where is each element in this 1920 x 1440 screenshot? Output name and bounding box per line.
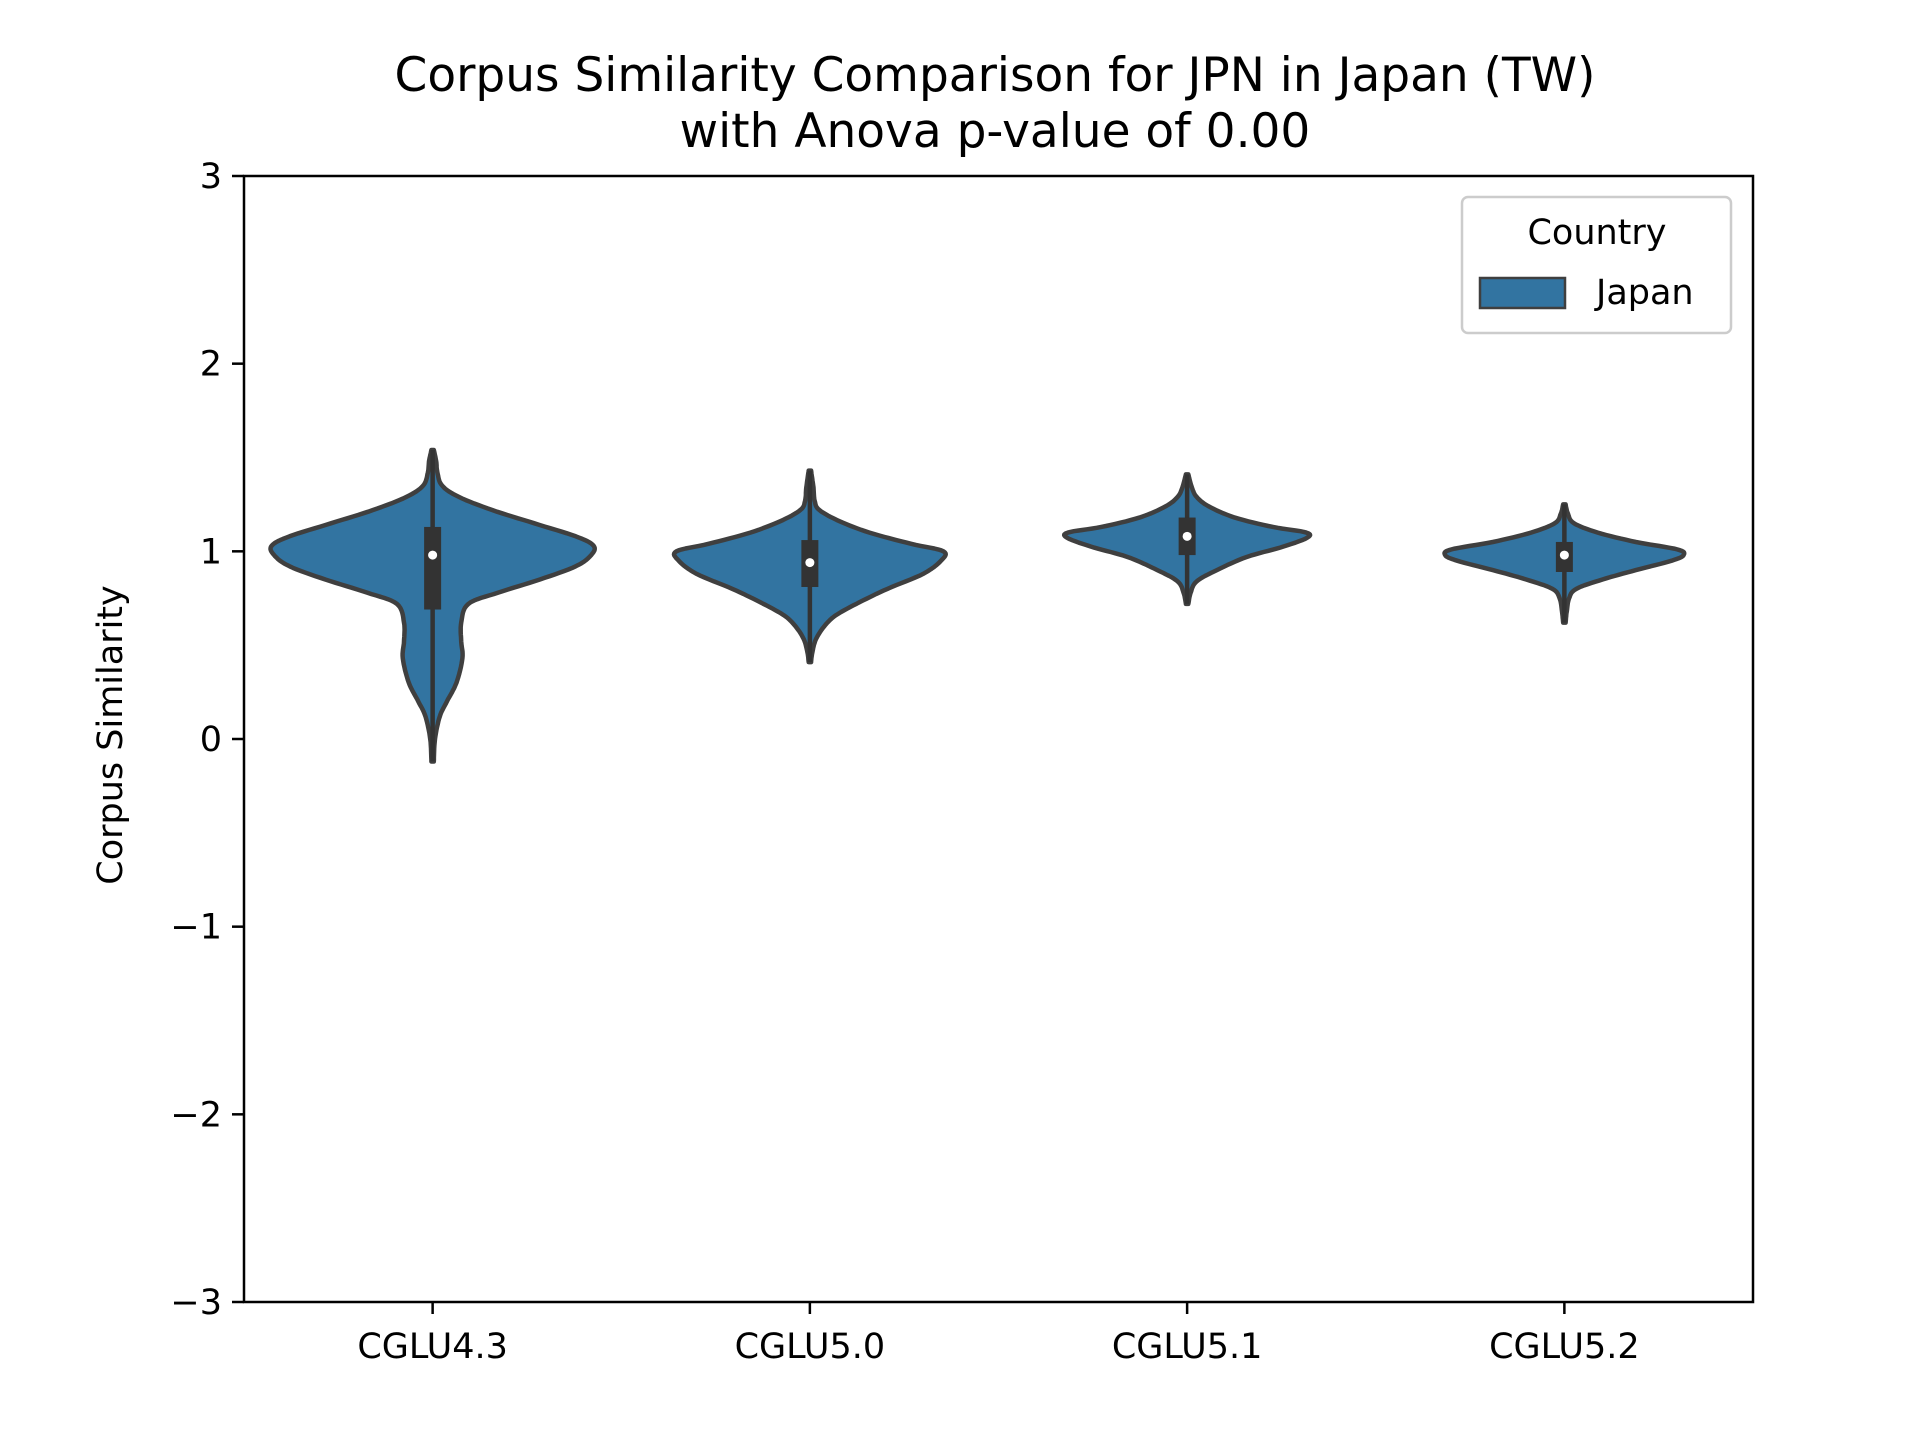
legend-label-japan: Japan	[1594, 273, 1694, 313]
legend: Country Japan	[1460, 195, 1733, 335]
violins-layer	[268, 447, 1687, 764]
y-axis: 3 2 1 0 −1 −2 −3	[170, 157, 244, 1323]
y-axis-label: Corpus Similarity	[91, 585, 131, 884]
y-tick-label: −2	[170, 1095, 222, 1135]
y-tick-label: 0	[200, 720, 222, 760]
y-tick-label: 3	[200, 157, 222, 197]
chart-subtitle: with Anova p-value of 0.00	[680, 104, 1311, 159]
x-tick-label: CGLU5.2	[1489, 1327, 1640, 1367]
chart-title: Corpus Similarity Comparison for JPN in …	[395, 48, 1596, 103]
median-dot	[428, 550, 438, 560]
iqr-box	[424, 526, 442, 610]
x-tick-label: CGLU5.1	[1112, 1327, 1263, 1367]
y-tick-label: 2	[200, 345, 222, 385]
legend-title: Country	[1527, 213, 1666, 253]
y-tick-label: 1	[200, 532, 222, 572]
median-dot	[1559, 550, 1569, 560]
x-axis: CGLU4.3 CGLU5.0 CGLU5.1 CGLU5.2	[357, 1302, 1640, 1367]
median-dot	[805, 558, 815, 568]
x-tick-label: CGLU4.3	[357, 1327, 508, 1367]
boxes-layer	[424, 449, 1573, 762]
median-dot	[1182, 531, 1192, 541]
plot-frame	[242, 174, 1755, 1304]
y-tick-label: −3	[170, 1283, 222, 1323]
x-tick-label: CGLU5.0	[735, 1327, 886, 1367]
legend-swatch-japan	[1478, 276, 1567, 310]
y-tick-label: −1	[170, 908, 222, 948]
